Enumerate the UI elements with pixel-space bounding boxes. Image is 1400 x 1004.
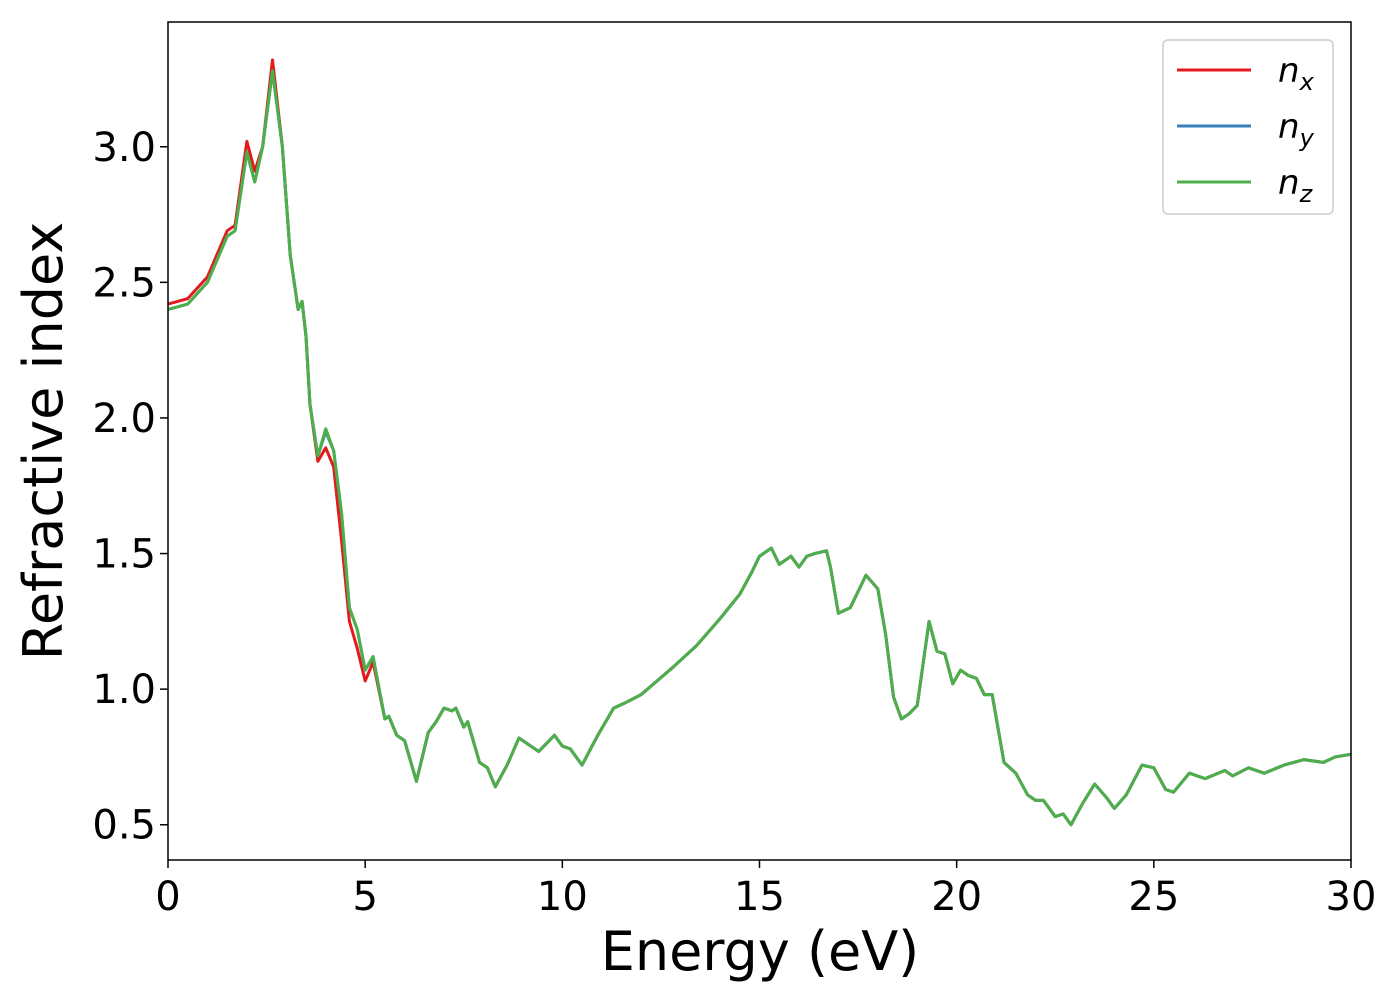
x-tick-label: 15 bbox=[734, 874, 785, 920]
legend-label: ny bbox=[1278, 107, 1315, 152]
series-line bbox=[167, 69, 1352, 827]
y-tick-label: 1.0 bbox=[92, 667, 156, 713]
x-tick-label: 5 bbox=[352, 874, 377, 920]
x-tick-label: 30 bbox=[1326, 874, 1377, 920]
y-tick-label: 0.5 bbox=[92, 803, 156, 849]
x-tick-label: 25 bbox=[1128, 874, 1179, 920]
y-axis-label: Refractive index bbox=[12, 222, 75, 661]
x-axis-label: Energy (eV) bbox=[601, 920, 920, 983]
legend: nx ny nz bbox=[1162, 39, 1334, 215]
x-tick-label: 20 bbox=[931, 874, 982, 920]
legend-label: nx bbox=[1278, 51, 1315, 96]
y-tick-label: 2.5 bbox=[92, 260, 156, 306]
legend-label: nz bbox=[1278, 163, 1314, 208]
x-tick-label: 0 bbox=[155, 874, 180, 920]
y-tick-label: 1.5 bbox=[92, 532, 156, 578]
plot-frame bbox=[167, 21, 1352, 861]
y-tick-label: 3.0 bbox=[92, 125, 156, 171]
x-tick-label: 10 bbox=[537, 874, 588, 920]
y-tick-label: 2.0 bbox=[92, 396, 156, 442]
